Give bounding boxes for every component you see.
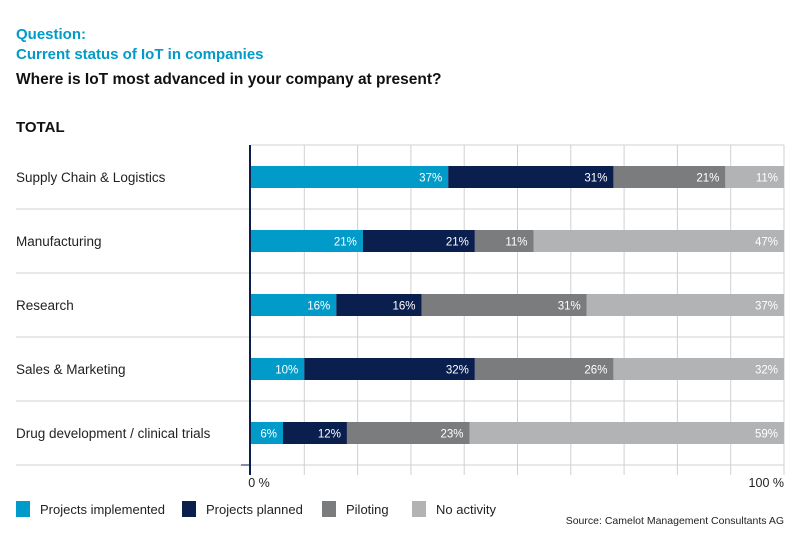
data-label: 26% xyxy=(584,365,607,377)
bar-segment xyxy=(421,294,587,316)
data-label: 12% xyxy=(318,429,341,441)
bar-segment xyxy=(346,422,470,444)
bar-segment xyxy=(251,358,305,380)
bar-segment xyxy=(586,294,784,316)
data-label: 37% xyxy=(755,301,778,313)
bar-segment xyxy=(533,230,784,252)
legend-label: Projects implemented xyxy=(40,501,165,517)
tick-label: 0 % xyxy=(248,476,270,490)
legend-label: Projects planned xyxy=(206,501,303,517)
data-label: 47% xyxy=(755,237,778,249)
legend-label: No activity xyxy=(436,501,496,517)
bar-segment xyxy=(336,294,422,316)
bar-segment xyxy=(448,166,614,188)
data-label: 16% xyxy=(393,301,416,313)
data-label: 32% xyxy=(755,365,778,377)
bar-segment xyxy=(474,230,534,252)
data-label: 59% xyxy=(755,429,778,441)
data-label: 10% xyxy=(275,365,298,377)
data-label: 31% xyxy=(584,173,607,185)
bar-segment xyxy=(725,166,784,188)
bar-segment xyxy=(251,166,449,188)
data-label: 11% xyxy=(505,237,527,249)
data-label: 32% xyxy=(446,365,469,377)
data-label: 21% xyxy=(334,237,357,249)
data-label: 11% xyxy=(756,173,778,185)
bar-segment xyxy=(251,230,363,252)
bar-segment xyxy=(251,422,283,444)
legend-item: Projects implemented xyxy=(16,501,165,517)
category-label: Sales & Marketing xyxy=(16,362,126,377)
legend-swatch xyxy=(16,501,30,517)
legend-label: Piloting xyxy=(346,501,389,517)
legend-item: Piloting xyxy=(322,501,389,517)
data-label: 37% xyxy=(419,173,442,185)
bar-segment xyxy=(362,230,475,252)
bar-segment xyxy=(613,358,784,380)
category-label: Research xyxy=(16,298,74,313)
bar-segment xyxy=(469,422,784,444)
bar-segment xyxy=(613,166,726,188)
tick-label: 100 % xyxy=(749,476,784,490)
bar-segment xyxy=(282,422,347,444)
legend-item: Projects planned xyxy=(182,501,303,517)
data-label: 6% xyxy=(260,429,277,441)
data-label: 23% xyxy=(440,429,463,441)
bar-segment xyxy=(251,294,337,316)
legend-swatch xyxy=(322,501,336,517)
chart-question: Question: Current status of IoT in compa… xyxy=(16,25,264,65)
data-label: 21% xyxy=(446,237,469,249)
data-label: 21% xyxy=(696,173,719,185)
data-label: 16% xyxy=(307,301,330,313)
data-label: 31% xyxy=(558,301,581,313)
group-label: TOTAL xyxy=(16,119,65,136)
chart-question-text: Where is IoT most advanced in your compa… xyxy=(16,71,442,88)
legend-item: No activity xyxy=(412,501,496,517)
legend-swatch xyxy=(412,501,426,517)
source-note: Source: Camelot Management Consultants A… xyxy=(565,515,784,527)
category-label: Drug development / clinical trials xyxy=(16,426,211,441)
category-label: Supply Chain & Logistics xyxy=(16,170,166,185)
chart-subtitle: Current status of IoT in companies xyxy=(16,46,264,63)
question-label: Question: xyxy=(16,26,86,43)
bar-segment xyxy=(304,358,475,380)
bar-segment xyxy=(474,358,614,380)
legend-swatch xyxy=(182,501,196,517)
category-label: Manufacturing xyxy=(16,234,102,249)
